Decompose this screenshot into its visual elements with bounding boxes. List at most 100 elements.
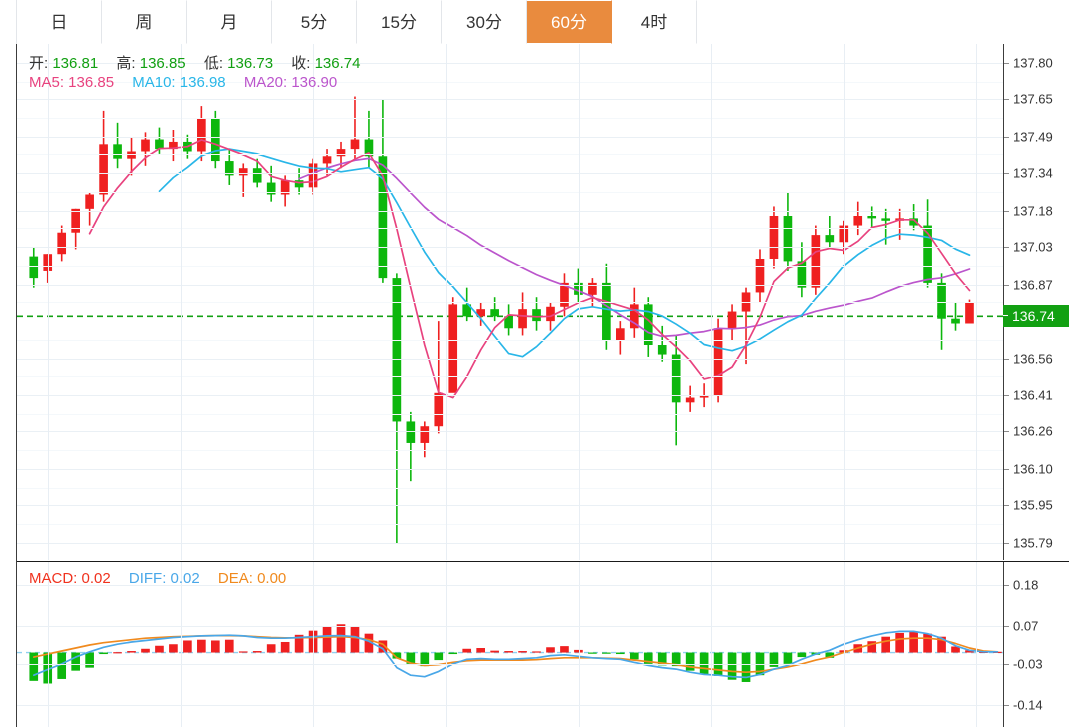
price-gridline [17, 285, 1003, 287]
price-gridline-minor [17, 266, 1003, 268]
current-price-value: 136.74 [1012, 308, 1055, 325]
price-axis-label: 137.65 [1013, 91, 1053, 107]
price-axis-label: 136.10 [1013, 461, 1053, 477]
price-axis-tick [1004, 173, 1009, 174]
price-axis-label: 137.34 [1013, 165, 1053, 181]
macd-axis-tick [1004, 705, 1009, 707]
price-pane: 137.80 137.65 137.49 137.34 137.18 137.03 136.… [17, 44, 1069, 560]
chart-container: 137.80 137.65 137.49 137.34 137.18 137.03 136.… [16, 44, 1069, 727]
period-tab-1[interactable]: 周 [102, 0, 187, 44]
price-axis-label: 136.56 [1013, 351, 1053, 367]
vertical-gridline [181, 562, 182, 727]
price-axis-tick [1004, 63, 1009, 65]
vertical-gridline [579, 44, 580, 560]
price-axis-label: 137.80 [1013, 55, 1053, 71]
price-gridline [17, 359, 1003, 361]
price-gridline [17, 63, 1003, 65]
macd-axis-label: 0.18 [1013, 577, 1039, 593]
price-plot-area[interactable] [17, 44, 1003, 560]
period-tab-7[interactable]: 4时 [612, 0, 697, 44]
price-gridline-minor [17, 118, 1003, 120]
price-axis-tick [1004, 431, 1009, 432]
price-gridline [17, 247, 1003, 249]
period-tab-2[interactable]: 月 [187, 0, 272, 44]
price-axis-tick [1004, 137, 1009, 139]
macd-axis-tick [1004, 663, 1009, 665]
vertical-gridline [446, 562, 447, 727]
price-gridline [17, 211, 1003, 213]
macd-plot-area[interactable] [17, 562, 1003, 727]
price-axis-tick [1004, 395, 1009, 397]
price-gridline [17, 137, 1003, 139]
price-gridline-minor [17, 192, 1003, 194]
price-gridline-minor [17, 153, 1003, 155]
price-gridline-minor [17, 488, 1003, 490]
price-axis-tick [1004, 98, 1009, 100]
price-gridline [17, 98, 1003, 100]
macd-series [17, 624, 1003, 684]
price-axis-tick [1004, 211, 1009, 213]
macd-axis-label: -0.14 [1013, 697, 1043, 713]
period-tab-bar: 日周月 5分 15分 30分 60分 4时 [0, 0, 1084, 44]
macd-gridline [17, 663, 1003, 665]
macd-axis-label: -0.03 [1013, 656, 1043, 672]
macd-axis: 0.18 0.07 -0.03 -0.14 [1003, 562, 1069, 727]
period-tab-3[interactable]: 5分 [272, 0, 357, 44]
macd-gridline [17, 626, 1003, 628]
vertical-gridline [579, 562, 580, 727]
vertical-gridline [844, 562, 845, 727]
price-gridline-minor [17, 340, 1003, 342]
price-axis-tick [1004, 359, 1009, 361]
price-gridline [17, 431, 1003, 432]
price-axis-label: 135.79 [1013, 535, 1053, 551]
vertical-gridline [48, 562, 49, 727]
price-gridline-minor [17, 524, 1003, 526]
price-gridline-minor [17, 414, 1003, 416]
price-gridline-minor [17, 450, 1003, 452]
vertical-gridline [181, 44, 182, 560]
macd-axis-tick [1004, 626, 1009, 628]
price-axis-tick [1004, 247, 1009, 249]
price-axis-label: 137.03 [1013, 239, 1053, 255]
period-tab-0[interactable]: 日 [17, 0, 102, 44]
price-axis-label: 136.26 [1013, 423, 1053, 439]
macd-pane: 0.18 0.07 -0.03 -0.14 MACD: 0.02 DIFF: 0.02… [17, 561, 1069, 727]
macd-axis-tick [1004, 584, 1009, 586]
vertical-gridline [711, 44, 712, 560]
period-tab-4[interactable]: 15分 [357, 0, 442, 44]
price-gridline [17, 395, 1003, 397]
macd-gridline [17, 584, 1003, 586]
vertical-gridline [313, 44, 314, 560]
price-axis-tick [1004, 285, 1009, 287]
vertical-gridline [313, 562, 314, 727]
macd-axis-label: 0.07 [1013, 618, 1039, 634]
price-gridline-minor [17, 376, 1003, 378]
price-gridline [17, 505, 1003, 507]
price-gridline-minor [17, 302, 1003, 303]
price-axis-label: 135.95 [1013, 497, 1053, 513]
macd-gridline [17, 705, 1003, 707]
price-axis-label: 137.18 [1013, 203, 1053, 219]
price-gridline-minor [17, 227, 1003, 229]
vertical-gridline [446, 44, 447, 560]
price-gridline-minor [17, 82, 1003, 84]
price-axis-label: 136.41 [1013, 387, 1053, 403]
price-axis: 137.80 137.65 137.49 137.34 137.18 137.03 136.… [1003, 44, 1069, 560]
current-price-badge: 136.74 [1003, 305, 1069, 328]
period-tab-5[interactable]: 30分 [442, 0, 527, 44]
period-tab-active-6[interactable]: 60分 [527, 0, 612, 44]
badge-tick [1003, 315, 1008, 317]
vertical-gridline [976, 562, 977, 727]
price-axis-label: 137.49 [1013, 129, 1053, 145]
price-axis-label: 136.87 [1013, 277, 1053, 293]
price-axis-tick [1004, 505, 1009, 507]
price-gridline [17, 543, 1003, 545]
vertical-gridline [844, 44, 845, 560]
vertical-gridline [976, 44, 977, 560]
vertical-gridline [711, 562, 712, 727]
period-tab-strip: 日周月 5分 15分 30分 60分 4时 [16, 0, 697, 44]
price-gridline [17, 469, 1003, 471]
price-axis-tick [1004, 469, 1009, 471]
price-gridline [17, 173, 1003, 174]
